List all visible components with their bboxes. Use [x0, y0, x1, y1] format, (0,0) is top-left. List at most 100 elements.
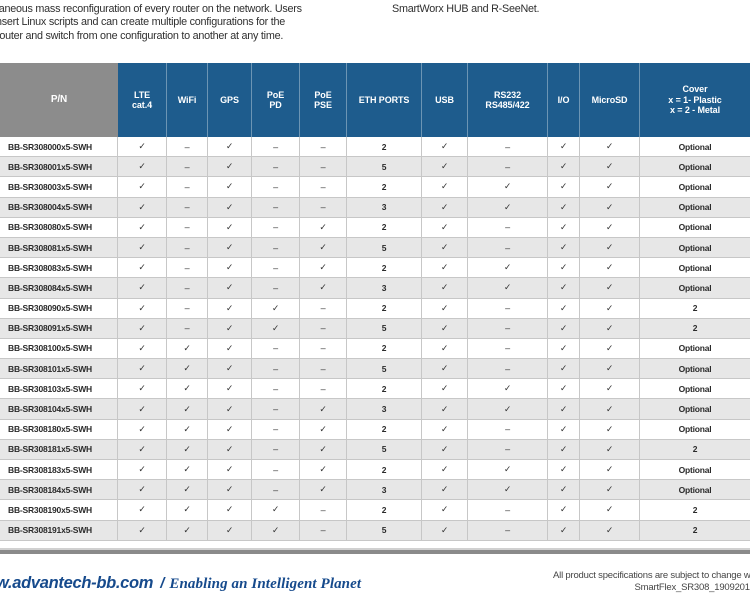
part-number: BB-SR308091x5-SWH [0, 318, 118, 338]
table-row: BB-SR308003x5-SWH ✓ – ✓ – –2 ✓ ✓ ✓ ✓ Optional [0, 177, 750, 198]
cell-microsd: ✓ [580, 298, 640, 318]
cell-rs232-rs485: ✓ [468, 258, 548, 278]
cell-rs232-rs485: ✓ [468, 399, 548, 419]
cell-eth-ports: 3 [347, 197, 422, 217]
cell-gps: ✓ [208, 157, 252, 177]
cell-rs232-rs485: – [468, 237, 548, 258]
cell-microsd: ✓ [580, 258, 640, 278]
cell-poe-pse: – [300, 197, 347, 217]
cell-eth-ports: 2 [347, 137, 422, 157]
cell-poe-pd: – [252, 379, 300, 399]
cell-poe-pd: – [252, 419, 300, 439]
cell-lte-cat4: ✓ [118, 258, 167, 278]
cell-usb: ✓ [422, 520, 468, 540]
cell-poe-pse: ✓ [300, 217, 347, 237]
cell-gps: ✓ [208, 237, 252, 258]
cell-usb: ✓ [422, 399, 468, 419]
cell-usb: ✓ [422, 338, 468, 359]
part-number: BB-SR308191x5-SWH [0, 520, 118, 540]
cell-eth-ports: 2 [347, 298, 422, 318]
cell-usb: ✓ [422, 419, 468, 439]
cell-rs232-rs485: ✓ [468, 197, 548, 217]
cell-eth-ports: 3 [347, 278, 422, 298]
cell-eth-ports: 5 [347, 318, 422, 338]
cell-cover: Optional [678, 424, 712, 435]
cell-usb: ✓ [422, 157, 468, 177]
cell-eth-ports: 2 [347, 419, 422, 439]
cell-eth-ports: 2 [347, 500, 422, 520]
table-header-row: P/N LTE cat.4 WiFi GPS PoE PD PoE PSE ETH PORT… [0, 63, 750, 137]
cell-poe-pd: ✓ [252, 318, 300, 338]
cell-microsd: ✓ [580, 359, 640, 379]
table-row: BB-SR308180x5-SWH ✓ ✓ ✓ – ✓ 2 ✓ – ✓ ✓ Optional [0, 419, 750, 440]
cell-microsd: ✓ [580, 318, 640, 338]
cell-rs232-rs485: – [468, 157, 548, 177]
cell-wifi: – [167, 237, 208, 258]
cell-usb: ✓ [422, 500, 468, 520]
cell-cover: Optional [678, 343, 712, 354]
spec-change-note: All product specifications are subject t… [553, 570, 750, 593]
cell-wifi: – [167, 157, 208, 177]
cell-poe-pd: ✓ [252, 298, 300, 318]
cell-io: ✓ [548, 379, 580, 399]
cell-poe-pd: – [252, 157, 300, 177]
cell-cover: Optional [678, 141, 712, 152]
cell-lte-cat4: ✓ [118, 359, 167, 379]
cell-io: ✓ [548, 318, 580, 338]
document-code: SmartFlex_SR308_19092017d [634, 581, 750, 593]
website-link[interactable]: w.advantech-bb.com [0, 574, 154, 592]
cell-poe-pse: ✓ [300, 480, 347, 500]
cell-lte-cat4: ✓ [118, 137, 167, 157]
cell-cover: 2 [692, 444, 698, 455]
cell-poe-pd: – [252, 197, 300, 217]
intro-line: taneous mass reconfiguration of every ro… [0, 3, 302, 15]
cell-lte-cat4: ✓ [118, 338, 167, 359]
cell-io: ✓ [548, 500, 580, 520]
cell-poe-pse: – [300, 137, 347, 157]
cell-poe-pse: ✓ [300, 258, 347, 278]
cell-poe-pd: – [252, 399, 300, 419]
part-number: BB-SR308181x5-SWH [0, 439, 118, 459]
cell-wifi: – [167, 278, 208, 298]
part-number: BB-SR308090x5-SWH [0, 298, 118, 318]
cell-rs232-rs485: – [468, 359, 548, 379]
brand-slash: / [160, 575, 165, 592]
cell-rs232-rs485: ✓ [468, 460, 548, 480]
cell-wifi: – [167, 318, 208, 338]
cell-gps: ✓ [208, 197, 252, 217]
cell-poe-pd: – [252, 278, 300, 298]
cell-poe-pse: – [300, 298, 347, 318]
cell-wifi: – [167, 217, 208, 237]
cell-wifi: – [167, 258, 208, 278]
cell-usb: ✓ [422, 237, 468, 258]
cell-poe-pse: – [300, 338, 347, 359]
cell-poe-pse: – [300, 359, 347, 379]
cell-gps: ✓ [208, 258, 252, 278]
cell-rs232-rs485: – [468, 338, 548, 359]
cell-cover: Optional [678, 222, 712, 233]
cell-io: ✓ [548, 258, 580, 278]
part-number: BB-SR308100x5-SWH [0, 338, 118, 359]
table-row: BB-SR308101x5-SWH ✓ ✓ ✓ – –5 ✓ – ✓ ✓ Optional [0, 359, 750, 380]
cell-usb: ✓ [422, 379, 468, 399]
cell-gps: ✓ [208, 480, 252, 500]
cell-cover: 2 [692, 303, 698, 314]
cell-lte-cat4: ✓ [118, 197, 167, 217]
cell-eth-ports: 2 [347, 460, 422, 480]
cell-gps: ✓ [208, 399, 252, 419]
cell-cover: Optional [678, 363, 712, 374]
cell-rs232-rs485: – [468, 419, 548, 439]
cell-gps: ✓ [208, 177, 252, 197]
table-row: BB-SR308000x5-SWH ✓ – ✓ – –2 ✓ – ✓ ✓ Optional [0, 137, 750, 158]
cell-io: ✓ [548, 460, 580, 480]
cell-rs232-rs485: ✓ [468, 278, 548, 298]
part-number: BB-SR308080x5-SWH [0, 217, 118, 237]
cell-gps: ✓ [208, 318, 252, 338]
cell-cover: Optional [678, 161, 712, 172]
cell-microsd: ✓ [580, 379, 640, 399]
cell-eth-ports: 5 [347, 237, 422, 258]
cell-usb: ✓ [422, 137, 468, 157]
cell-microsd: ✓ [580, 439, 640, 459]
cell-eth-ports: 3 [347, 399, 422, 419]
cell-eth-ports: 5 [347, 359, 422, 379]
